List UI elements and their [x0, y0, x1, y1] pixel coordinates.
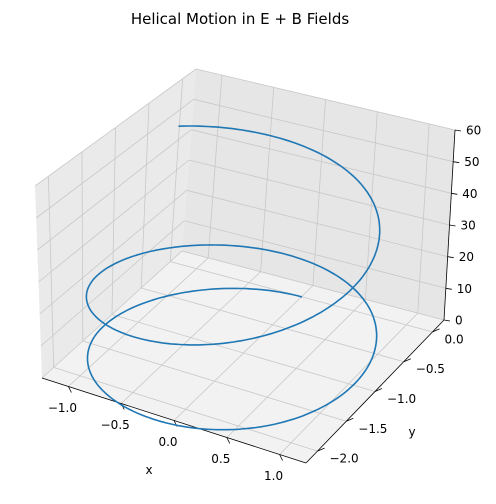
- y-grid-floor: [82, 340, 347, 422]
- y-tick: [317, 447, 325, 452]
- z-grid-side: [41, 250, 183, 379]
- x-tick-label: −1.0: [48, 401, 77, 415]
- z-grid-back: [186, 189, 448, 258]
- x-axis-label: x: [145, 463, 152, 477]
- y-tick: [346, 417, 354, 422]
- x-tick-label: 0.0: [158, 435, 177, 449]
- z-grid-back: [195, 68, 456, 131]
- z-grid-side: [38, 159, 190, 283]
- y-axis-label: y: [408, 425, 415, 439]
- z-tick: [453, 161, 460, 164]
- z-grid-back: [191, 129, 452, 194]
- z-tick-label: 60: [466, 124, 481, 138]
- y-tick: [403, 358, 411, 363]
- z-tick: [443, 319, 451, 322]
- tick-marks: [68, 129, 462, 461]
- x-tick: [279, 454, 283, 461]
- z-tick-label: 20: [459, 250, 474, 264]
- z-tick-label: 50: [464, 155, 479, 169]
- z-grid-side: [35, 98, 194, 219]
- z-grid-back: [188, 159, 450, 226]
- z-grid-back: [193, 98, 454, 163]
- y-grid-floor: [141, 287, 404, 363]
- z-tick-label: 40: [462, 187, 477, 201]
- y-tick-label: −0.5: [416, 362, 445, 376]
- pane-left: [35, 69, 196, 378]
- z-grid-side: [34, 68, 197, 187]
- series-line: [85, 125, 381, 431]
- z-grid-back: [181, 250, 445, 321]
- y-tick: [374, 388, 383, 392]
- z-tick-label: 30: [461, 219, 476, 233]
- z-grid-side: [37, 129, 192, 251]
- z-tick: [451, 192, 458, 195]
- x-tick-label: 1.0: [264, 469, 283, 483]
- tick-labels: −1.0 −0.5 0.0 0.5 1.0 0.0 −0.5 −1.0 −1.5 −2.0 0 10 2…: [48, 124, 481, 484]
- y-grid-floor: [111, 314, 376, 392]
- z-tick: [445, 287, 452, 290]
- x-tick: [226, 437, 231, 444]
- z-tick-label: 0: [455, 314, 463, 328]
- z-grid-side: [39, 189, 187, 315]
- z-grid-back: [184, 220, 446, 289]
- z-tick: [449, 224, 456, 227]
- y-grid-floor: [53, 367, 318, 452]
- x-tick-label: 0.5: [211, 452, 230, 466]
- x-tick-label: −0.5: [101, 418, 130, 432]
- x-tick: [68, 386, 72, 393]
- z-tick: [447, 256, 454, 259]
- z-tick: [454, 129, 462, 132]
- series-layer: [85, 125, 381, 431]
- y-tick-label: −2.0: [330, 452, 359, 466]
- z-tick-label: 10: [457, 282, 472, 296]
- y-tick-label: −1.5: [358, 422, 387, 436]
- y-tick: [432, 328, 440, 333]
- z-grid-side: [40, 220, 185, 347]
- y-tick-label: 0.0: [445, 332, 464, 346]
- chart-title: Helical Motion in E + B Fields: [131, 10, 350, 28]
- grid-lines: [34, 68, 456, 455]
- y-tick-label: −1.0: [387, 392, 416, 406]
